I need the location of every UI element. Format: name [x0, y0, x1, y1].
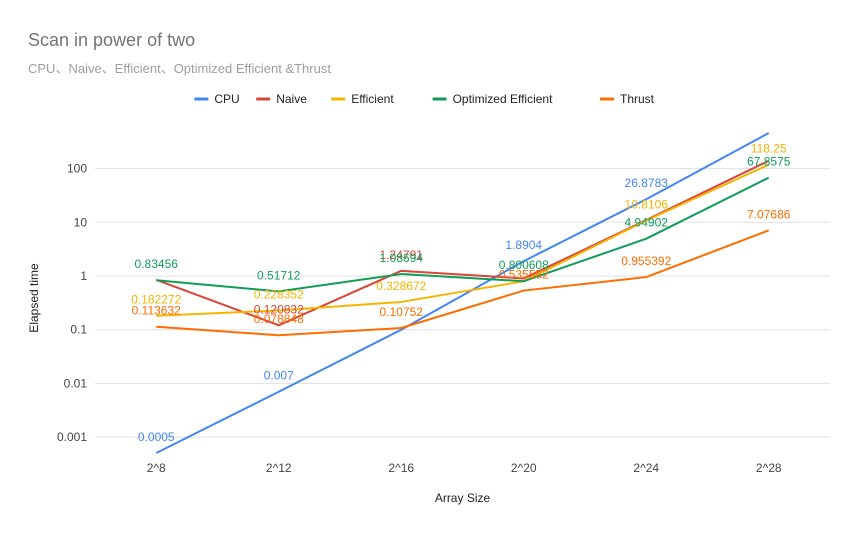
data-label: 0.10752 [380, 305, 424, 319]
x-tick-label: 2^20 [511, 461, 537, 475]
data-label: 0.078848 [254, 312, 304, 326]
series-line-cpu [155, 132, 770, 454]
y-tick-label: 10 [74, 215, 88, 229]
y-tick-label: 0.01 [64, 376, 88, 390]
legend-entry: Thrust [620, 92, 655, 106]
gridlines [95, 168, 830, 438]
data-label: 0.182272 [131, 293, 181, 307]
data-label: 4.94902 [625, 216, 669, 230]
x-tick-label: 2^16 [388, 461, 414, 475]
y-tick-label: 100 [67, 162, 87, 176]
data-label: 1.24791 [380, 248, 424, 262]
x-tick-label: 2^12 [266, 461, 292, 475]
series-line-naive [155, 159, 770, 327]
series-lines [155, 132, 770, 454]
y-axis-ticks: 0.001 0.01 0.1 1 10 100 [57, 162, 87, 445]
x-tick-label: 2^24 [633, 461, 659, 475]
data-label: 0.83456 [135, 257, 179, 271]
data-labels: 0.0005 0.007 1.8904 26.8783 0.120832 1.24791 0… [131, 142, 791, 444]
legend-entry: Optimized Efficient [453, 92, 553, 106]
data-label: 0.120832 [254, 302, 304, 316]
data-label: 0.535552 [499, 268, 549, 282]
x-tick-label: 2^8 [147, 461, 166, 475]
series-line-optimized-efficient [156, 176, 770, 293]
x-axis-ticks: 2^8 2^12 2^16 2^20 2^24 2^28 [147, 461, 782, 475]
y-tick-label: 0.1 [70, 323, 87, 337]
data-label: 0.955392 [621, 254, 671, 268]
legend-entry: CPU [214, 92, 239, 106]
data-label: 10.8106 [625, 197, 669, 211]
data-label: 0.51712 [257, 268, 301, 282]
series-line-efficient [156, 163, 770, 317]
data-label: 0.0005 [138, 430, 175, 444]
chart-subtitle: CPU、Naive、Efficient、Optimized Efficient … [28, 61, 331, 76]
y-axis-label: Elapsed time [27, 263, 41, 333]
data-label: 67.8575 [747, 155, 791, 169]
legend-entry: Naive [276, 92, 307, 106]
y-tick-label: 1 [80, 269, 87, 283]
data-label: 7.07686 [747, 207, 791, 221]
legend-entry: Efficient [351, 92, 394, 106]
data-label: 1.08694 [380, 251, 424, 265]
data-label: 0.800608 [499, 258, 549, 272]
data-label: 1.8904 [505, 238, 542, 252]
x-axis-label: Array Size [435, 491, 491, 505]
chart-title: Scan in power of two [28, 30, 196, 50]
series-line-thrust [156, 229, 770, 337]
legend: CPU Naive Efficient Optimized Efficient Thru… [194, 92, 655, 106]
data-label: 118.25 [751, 142, 787, 156]
data-label: 0.113632 [132, 304, 181, 318]
x-tick-label: 2^28 [756, 461, 782, 475]
y-tick-label: 0.001 [57, 430, 87, 444]
data-label: 0.328672 [376, 279, 426, 293]
data-label: 26.8783 [625, 176, 669, 190]
data-label: 0.007 [264, 369, 294, 383]
data-label: 0.228352 [254, 287, 304, 301]
